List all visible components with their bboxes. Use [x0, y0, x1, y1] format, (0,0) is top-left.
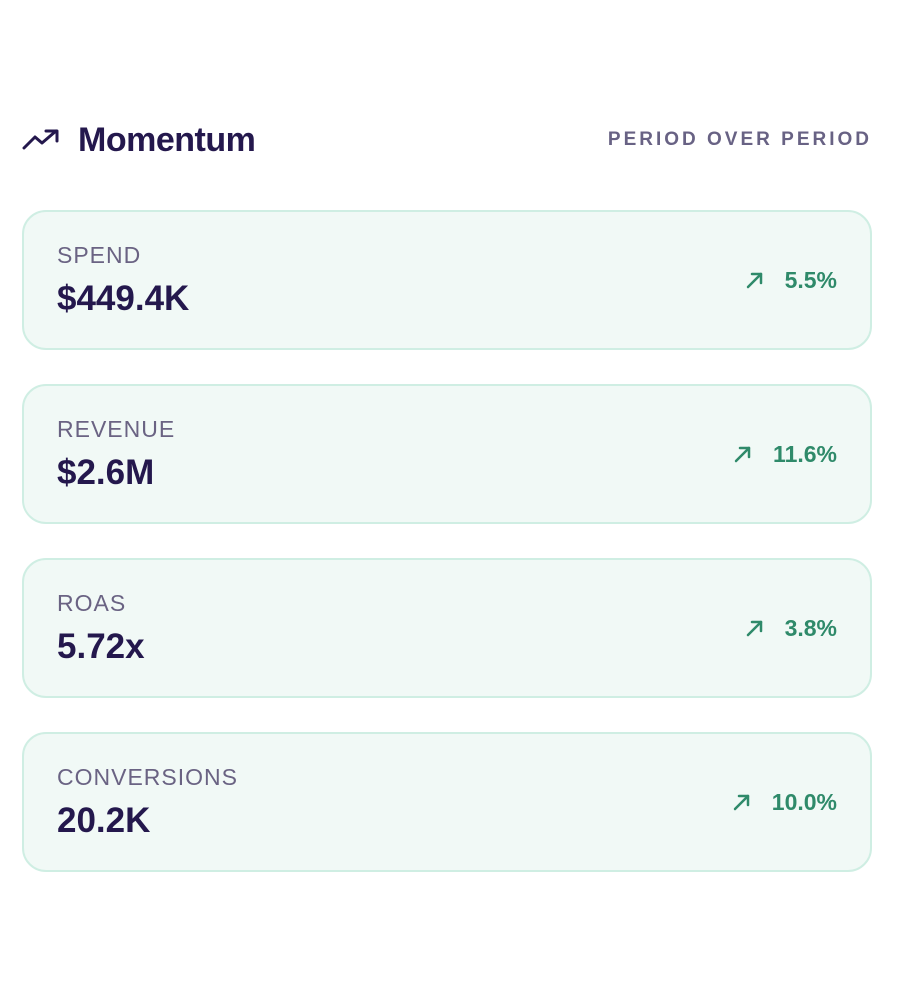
delta-value: 5.5% — [784, 266, 837, 293]
metric-card-roas[interactable]: ROAS 5.72x 3.8% — [22, 558, 872, 698]
metric-delta: 11.6% — [733, 441, 837, 468]
period-label: PERIOD OVER PERIOD — [607, 129, 872, 150]
metric-card-revenue[interactable]: REVENUE $2.6M 11.6% — [22, 384, 872, 524]
metric-delta: 5.5% — [745, 267, 837, 294]
metric-value: $449.4K — [57, 278, 190, 318]
metric-delta: 10.0% — [732, 789, 837, 816]
metric-label: REVENUE — [57, 415, 176, 442]
metric-label: ROAS — [57, 589, 127, 616]
delta-value: 11.6% — [773, 440, 837, 467]
title-group: Momentum — [22, 120, 256, 160]
page-title: Momentum — [78, 120, 256, 159]
metric-value: $2.6M — [57, 452, 155, 492]
arrow-up-right-icon — [733, 444, 753, 464]
metric-info: SPEND $449.4K — [57, 242, 189, 319]
panel-header: Momentum PERIOD OVER PERIOD — [22, 112, 872, 168]
metric-info: REVENUE $2.6M — [57, 416, 175, 493]
trending-up-icon — [22, 128, 62, 152]
delta-value: 3.8% — [784, 614, 837, 641]
metric-label: SPEND — [57, 241, 142, 268]
metric-label: CONVERSIONS — [57, 763, 238, 790]
metric-value: 20.2K — [57, 800, 151, 840]
metric-card-conversions[interactable]: CONVERSIONS 20.2K 10.0% — [22, 732, 872, 872]
arrow-up-right-icon — [745, 270, 765, 290]
delta-value: 10.0% — [771, 788, 837, 815]
metric-value: 5.72x — [57, 626, 145, 666]
arrow-up-right-icon — [732, 792, 752, 812]
metric-card-spend[interactable]: SPEND $449.4K 5.5% — [22, 210, 872, 350]
metric-info: CONVERSIONS 20.2K — [57, 764, 238, 841]
metric-delta: 3.8% — [745, 615, 837, 642]
arrow-up-right-icon — [745, 618, 765, 638]
metric-info: ROAS 5.72x — [57, 590, 145, 667]
momentum-panel: Momentum PERIOD OVER PERIOD SPEND $449.4… — [22, 112, 872, 906]
metric-cards: SPEND $449.4K 5.5% REVENUE $2.6M — [22, 210, 872, 872]
